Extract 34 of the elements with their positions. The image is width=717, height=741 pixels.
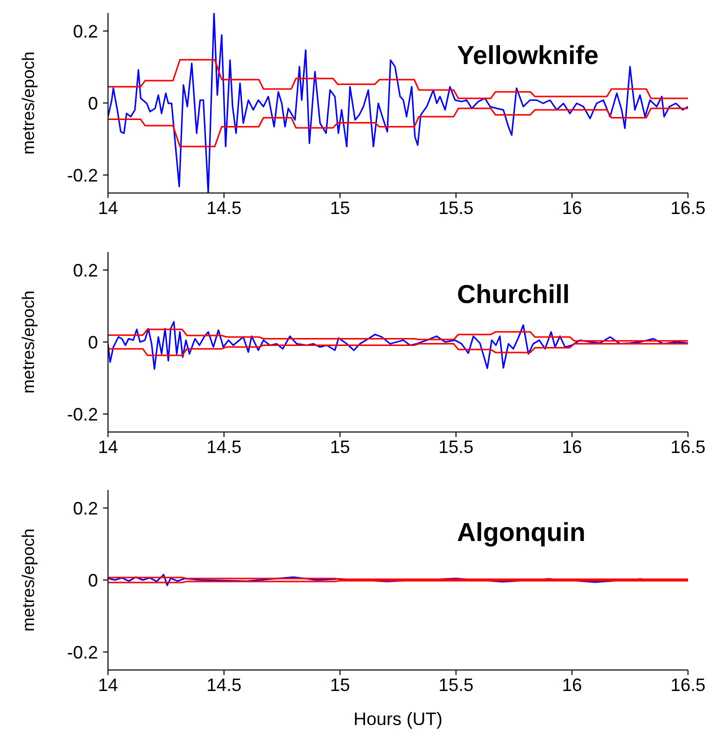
x-tick-label: 14 xyxy=(98,674,118,695)
x-tick-label: 16.5 xyxy=(670,674,706,695)
y-tick-label: 0 xyxy=(88,332,98,352)
y-tick-label: 0 xyxy=(88,93,98,114)
text: Churchill xyxy=(457,279,570,310)
y-tick-label: 0.2 xyxy=(72,260,98,280)
x-axis-title: Hours (UT) xyxy=(354,709,442,729)
y-tick-label: 0.2 xyxy=(72,498,98,518)
x-tick-label: 14.5 xyxy=(206,674,242,695)
y-axis-title: metres/epoch xyxy=(19,52,38,154)
x-tick-label: 14 xyxy=(98,436,118,457)
x-tick-label: 15.5 xyxy=(438,674,474,695)
y-tick-label: 0.2 xyxy=(72,21,98,42)
text: Algonquin xyxy=(457,517,586,548)
x-tick-label: 16.5 xyxy=(670,198,706,218)
x-tick-label: 14 xyxy=(98,198,118,218)
y-tick-label: -0.2 xyxy=(66,165,98,186)
y-tick-label: -0.2 xyxy=(66,642,98,662)
y-axis-title: metres/epoch xyxy=(19,528,38,632)
x-tick-label: 15.5 xyxy=(438,436,474,457)
x-tick-label: 16 xyxy=(562,198,582,218)
y-tick-label: -0.2 xyxy=(66,404,98,424)
x-tick-label: 15.5 xyxy=(438,198,474,218)
y-tick-label: 0 xyxy=(88,570,98,590)
x-tick-label: 16.5 xyxy=(670,436,706,457)
x-tick-label: 14.5 xyxy=(206,436,242,457)
x-tick-label: 15 xyxy=(330,198,350,218)
x-tick-label: 16 xyxy=(562,674,582,695)
y-axis-title: metres/epoch xyxy=(19,290,38,394)
x-tick-label: 15 xyxy=(330,674,350,695)
text: Yellowknife xyxy=(457,40,599,71)
x-tick-label: 16 xyxy=(562,436,582,457)
x-tick-label: 14.5 xyxy=(206,198,242,218)
x-tick-label: 15 xyxy=(330,436,350,457)
